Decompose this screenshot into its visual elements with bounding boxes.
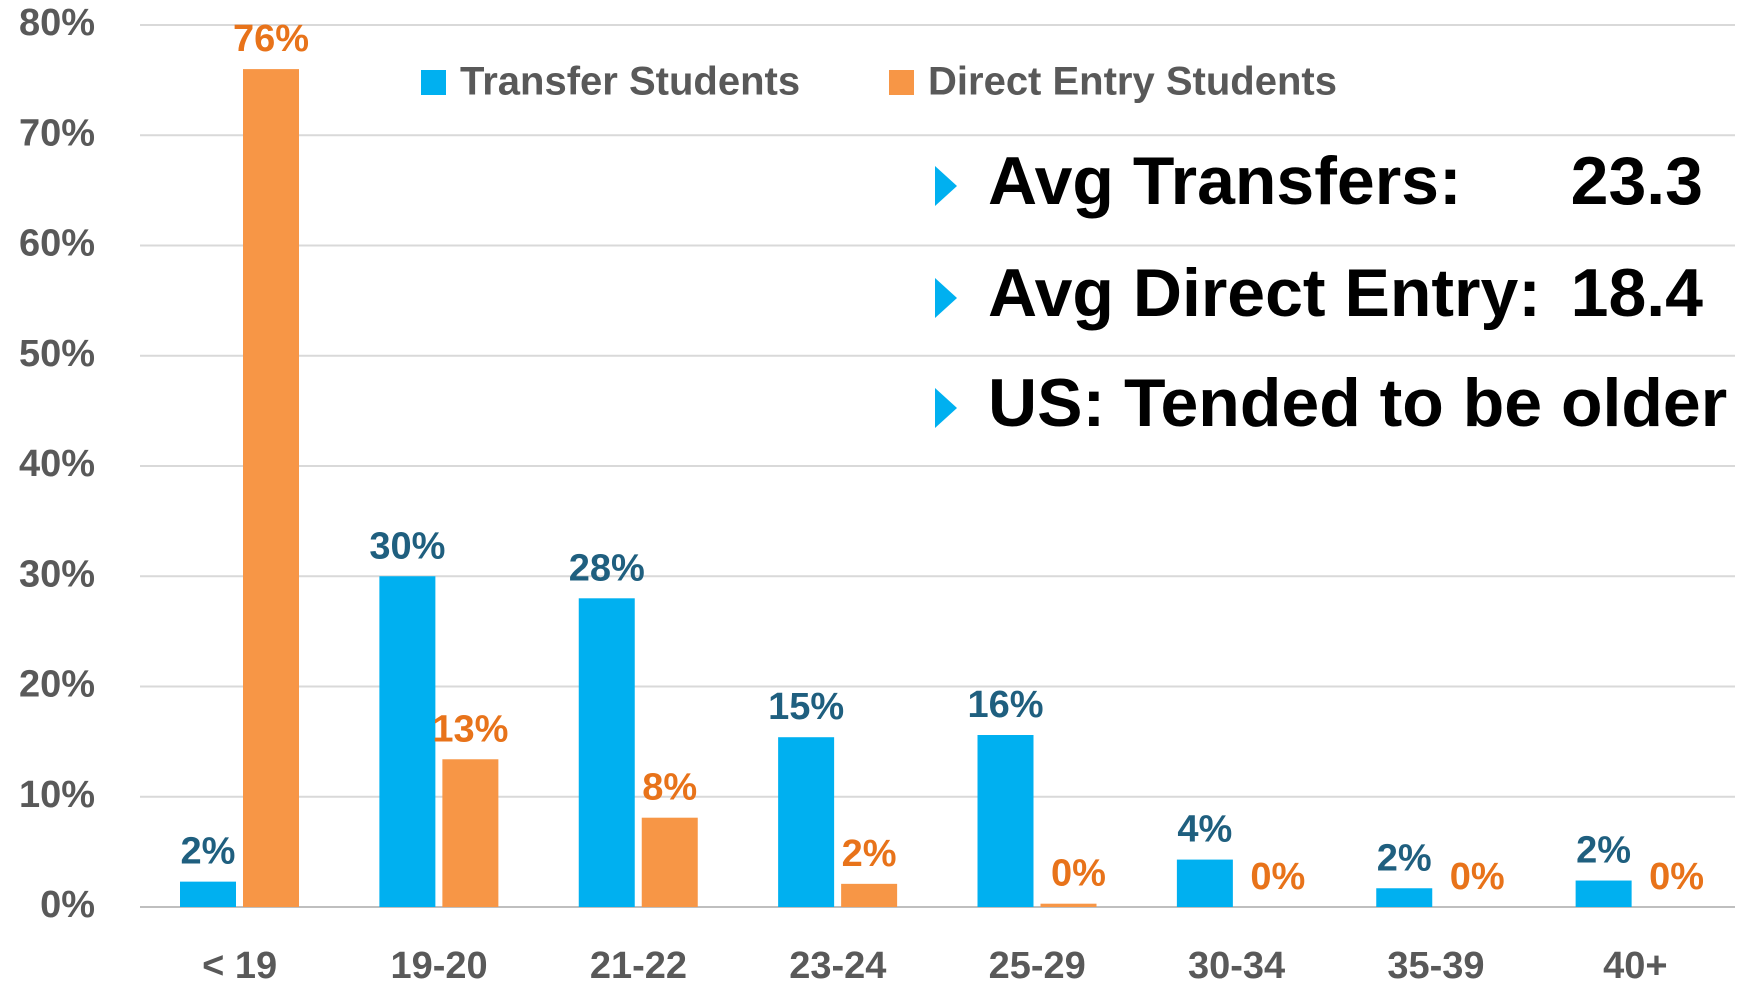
data-label: 2% [181, 831, 236, 873]
x-tick-label: < 19 [202, 945, 277, 987]
x-tick-label: 23-24 [789, 945, 886, 987]
bar [243, 69, 299, 908]
bar [641, 817, 698, 907]
y-tick-label: 20% [19, 664, 95, 706]
bar [1575, 880, 1632, 907]
y-tick-label: 0% [40, 884, 95, 926]
y-tick-label: 10% [19, 774, 95, 816]
x-tick-label: 19-20 [390, 945, 487, 987]
data-label: 4% [1177, 809, 1232, 851]
data-label: 28% [569, 547, 645, 589]
bullet [935, 278, 957, 318]
x-tick-label: 30-34 [1188, 945, 1285, 987]
bar [379, 576, 436, 907]
data-label: 0% [1649, 856, 1704, 898]
bar [442, 759, 499, 907]
legend-label: Direct Entry Students [928, 60, 1337, 104]
x-tick-label: 35-39 [1387, 945, 1484, 987]
data-label: 30% [369, 525, 445, 567]
x-tick-label: 40+ [1603, 945, 1667, 987]
data-label: 13% [432, 708, 508, 750]
data-label: 2% [842, 833, 897, 875]
y-tick-label: 40% [19, 443, 95, 485]
y-tick-label: 30% [19, 553, 95, 595]
bar [1376, 888, 1433, 907]
data-label: 2% [1377, 837, 1432, 879]
bar [778, 737, 835, 907]
bar [180, 881, 236, 907]
bullet [935, 388, 957, 428]
data-label: 76% [233, 18, 309, 60]
legend-swatch [889, 70, 914, 95]
data-label: 15% [768, 686, 844, 728]
y-tick-label: 50% [19, 333, 95, 375]
bar [841, 883, 898, 907]
x-tick-label: 25-29 [989, 945, 1086, 987]
y-tick-label: 80% [19, 2, 95, 44]
y-tick-label: 70% [19, 112, 95, 154]
x-tick-label: 21-22 [590, 945, 687, 987]
bar [1040, 903, 1097, 907]
annotation-value: 23.3 [1571, 143, 1703, 219]
legend-label: Transfer Students [460, 60, 800, 104]
annotation-text: Avg Direct Entry: [988, 255, 1541, 331]
bar [578, 598, 635, 907]
bar [1176, 859, 1233, 907]
data-label: 2% [1576, 830, 1631, 872]
data-label: 8% [642, 767, 697, 809]
y-tick-label: 60% [19, 223, 95, 265]
bar [977, 735, 1034, 907]
legend-swatch [421, 70, 446, 95]
bullet [935, 166, 957, 206]
data-label: 16% [967, 684, 1043, 726]
annotation-text: Avg Transfers: [988, 143, 1462, 219]
annotation-value: 18.4 [1571, 255, 1704, 331]
data-label: 0% [1051, 853, 1106, 895]
data-label: 0% [1250, 856, 1305, 898]
data-label: 0% [1450, 856, 1505, 898]
annotation-text: US: Tended to be older [988, 365, 1727, 441]
